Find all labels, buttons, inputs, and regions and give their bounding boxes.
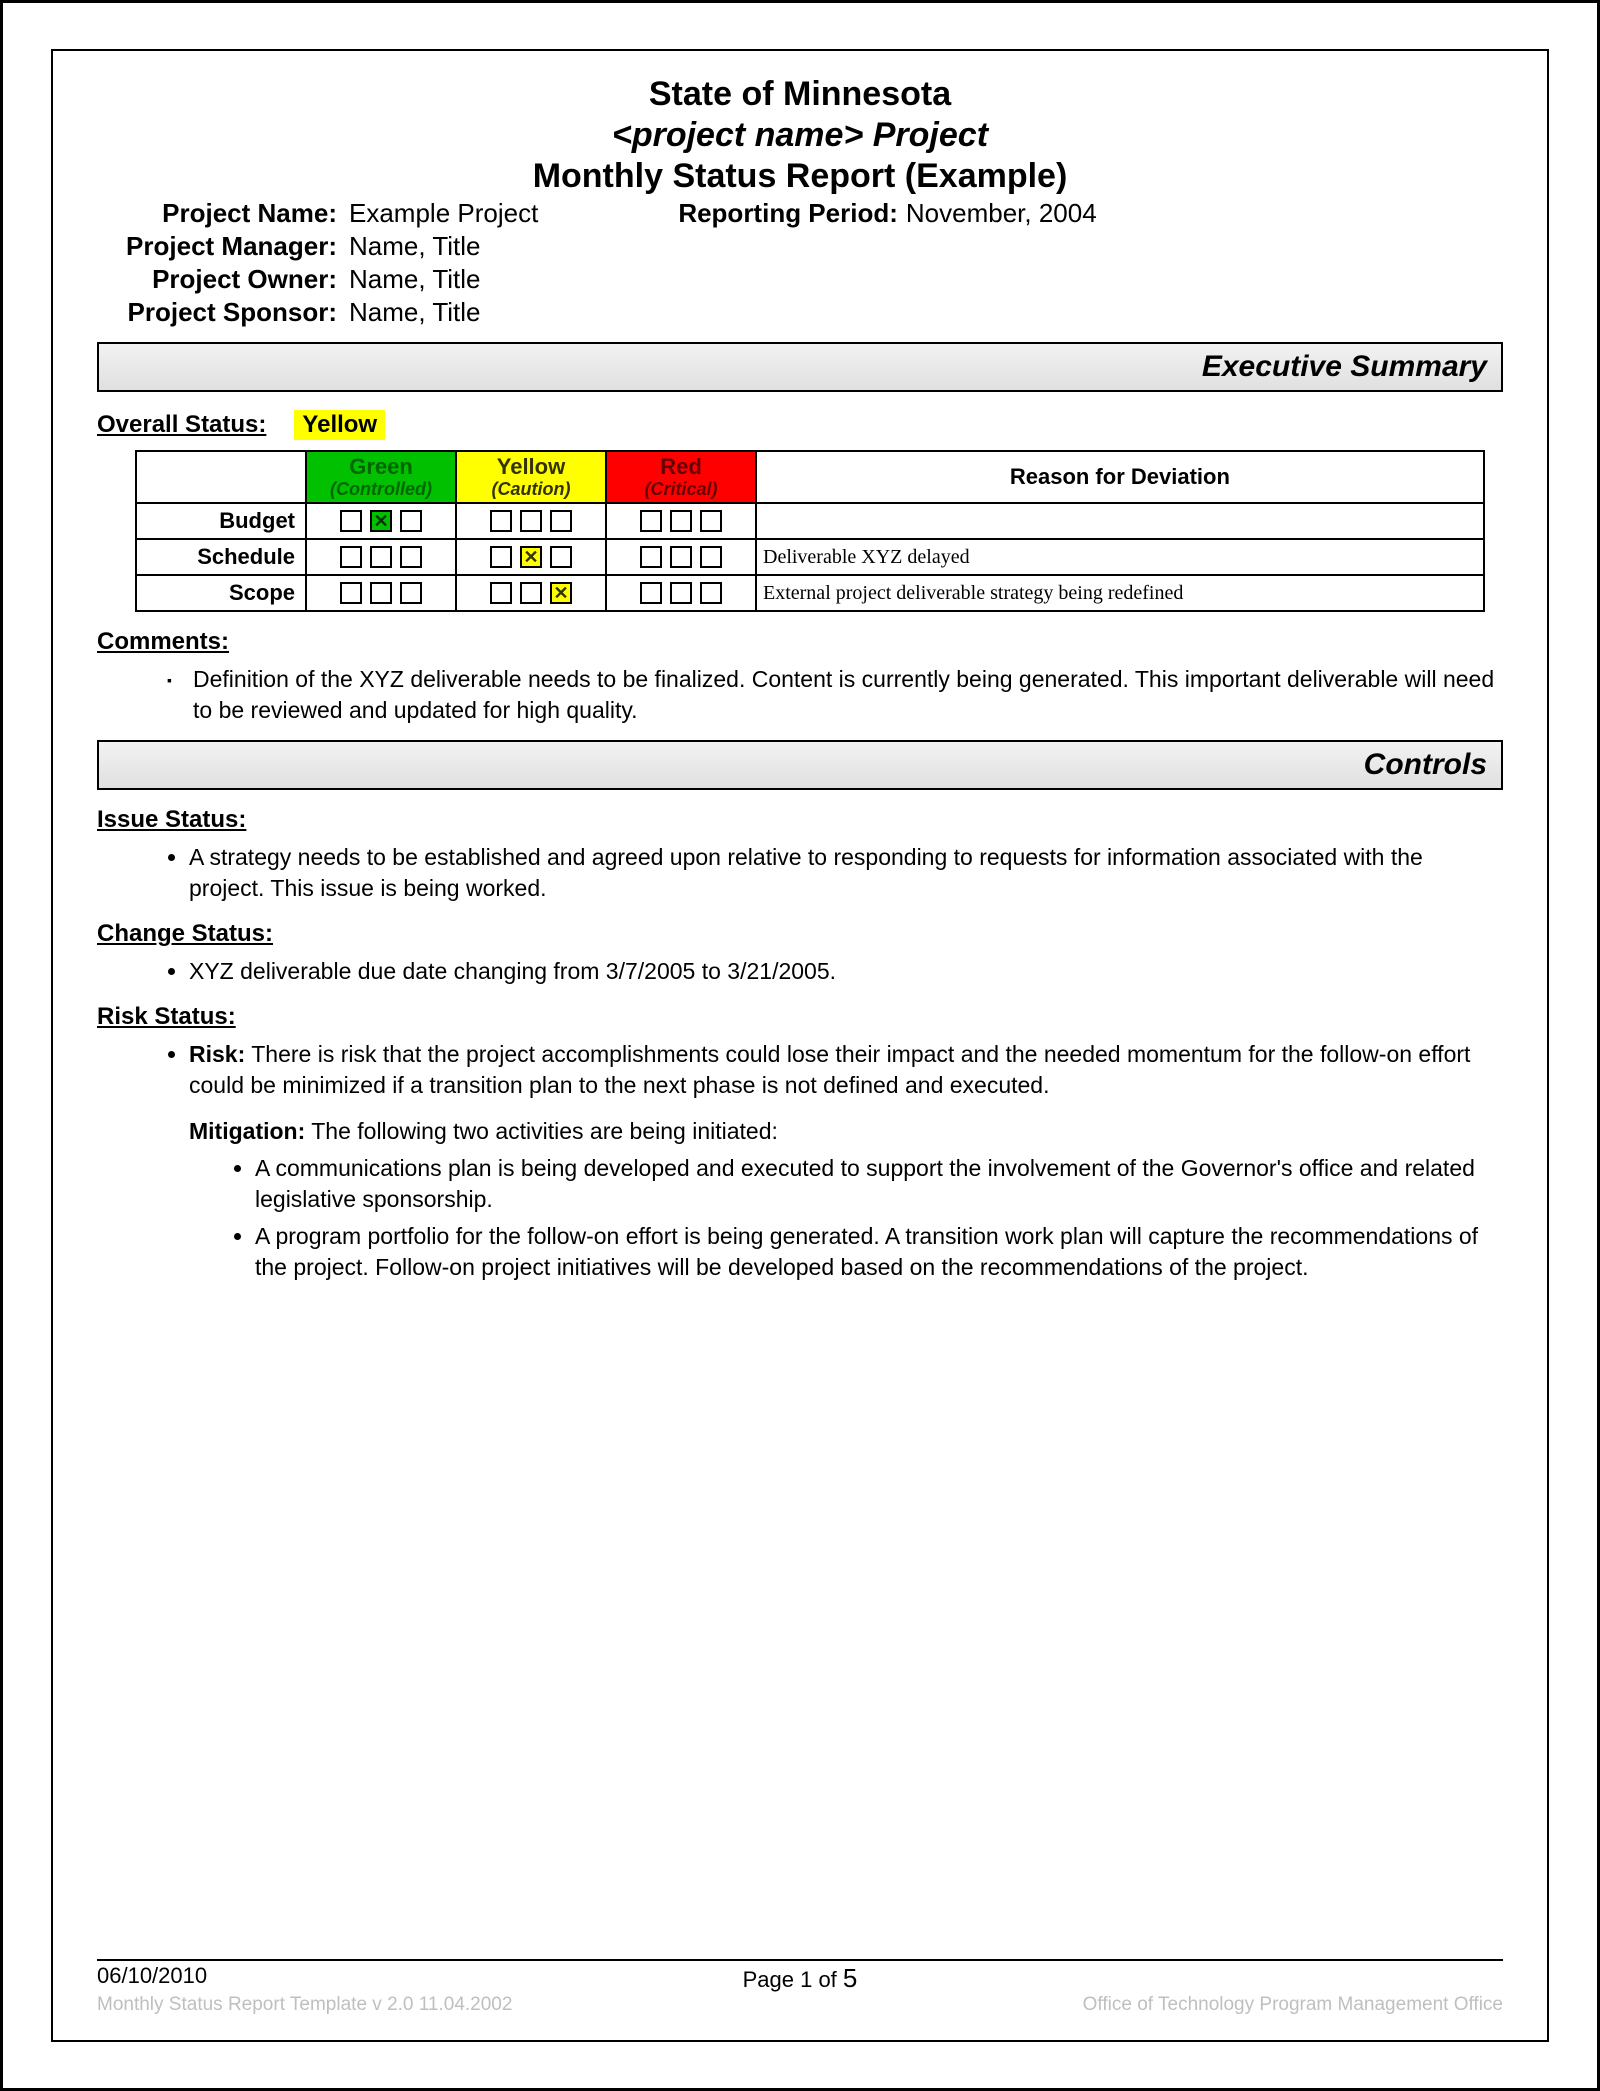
status-checkbox <box>400 582 422 604</box>
header-line-2: <project name> Project <box>97 116 1503 155</box>
status-checkbox <box>640 546 662 568</box>
mitigation-list: A communications plan is being developed… <box>233 1153 1503 1283</box>
status-row: Scope ✕ External project deliverable strat… <box>136 575 1484 611</box>
status-checkbox <box>370 546 392 568</box>
status-checkbox <box>490 546 512 568</box>
document-header: State of Minnesota <project name> Projec… <box>97 75 1503 196</box>
change-status-heading: Change Status: <box>97 920 1503 948</box>
status-checkbox <box>340 546 362 568</box>
footer-page-number: Page 1 of 5 <box>561 1963 1039 1994</box>
overall-status-row: Overall Status: Yellow <box>97 410 1503 440</box>
status-checkbox <box>670 546 692 568</box>
footer-template-line: Monthly Status Report Template v 2.0 11.… <box>97 1994 800 2016</box>
status-checkbox <box>400 510 422 532</box>
project-owner-label: Project Owner: <box>97 264 345 295</box>
status-row-label: Schedule <box>136 539 306 575</box>
status-reason: Deliverable XYZ delayed <box>756 539 1484 575</box>
status-checkbox <box>640 510 662 532</box>
overall-status-value: Yellow <box>294 410 385 440</box>
status-checkbox <box>670 582 692 604</box>
status-checkbox <box>340 510 362 532</box>
status-row-label: Scope <box>136 575 306 611</box>
status-checkbox <box>640 582 662 604</box>
status-reason <box>756 503 1484 539</box>
project-manager-label: Project Manager: <box>97 231 345 262</box>
section-controls: Controls <box>97 740 1503 790</box>
project-sponsor-value: Name, Title <box>345 297 481 328</box>
status-col-reason: Reason for Deviation <box>756 451 1484 503</box>
status-checkbox <box>520 510 542 532</box>
status-checkbox: ✕ <box>370 510 392 532</box>
status-checkbox <box>400 546 422 568</box>
status-checkbox <box>670 510 692 532</box>
reporting-period-label: Reporting Period: <box>678 198 906 229</box>
overall-status-label: Overall Status: <box>97 411 266 439</box>
project-name-label: Project Name: <box>97 198 345 229</box>
status-checkbox <box>490 510 512 532</box>
status-checkbox <box>520 582 542 604</box>
status-checkbox <box>340 582 362 604</box>
project-owner-value: Name, Title <box>345 264 481 295</box>
mitigation-item: A communications plan is being developed… <box>255 1153 1503 1215</box>
project-sponsor-label: Project Sponsor: <box>97 297 345 328</box>
status-checkbox <box>700 582 722 604</box>
status-checkbox <box>700 510 722 532</box>
page-outer-frame: State of Minnesota <project name> Projec… <box>0 0 1600 2091</box>
footer-office-line: Office of Technology Program Management … <box>800 1994 1503 2016</box>
risk-status-block: Risk: There is risk that the project acc… <box>167 1039 1503 1282</box>
header-line-3: Monthly Status Report (Example) <box>97 157 1503 196</box>
meta-row-project-manager: Project Manager: Name, Title <box>97 231 1503 262</box>
reporting-period-value: November, 2004 <box>906 198 1097 229</box>
status-checkbox <box>550 510 572 532</box>
header-line-1: State of Minnesota <box>97 75 1503 114</box>
status-col-green: Green (Controlled) <box>306 451 456 503</box>
change-status-list: XYZ deliverable due date changing from 3… <box>167 956 1503 987</box>
issue-status-list: A strategy needs to be established and a… <box>167 842 1503 904</box>
status-checkbox <box>700 546 722 568</box>
meta-row-project-owner: Project Owner: Name, Title <box>97 264 1503 295</box>
status-row-label: Budget <box>136 503 306 539</box>
comments-heading: Comments: <box>97 628 1503 656</box>
risk-status-heading: Risk Status: <box>97 1003 1503 1031</box>
project-name-value: Example Project <box>345 198 538 229</box>
risk-item: Risk: There is risk that the project acc… <box>189 1039 1503 1282</box>
status-checkbox: ✕ <box>520 546 542 568</box>
mitigation-item: A program portfolio for the follow-on ef… <box>255 1221 1503 1283</box>
status-reason: External project deliverable strategy be… <box>756 575 1484 611</box>
status-checkbox <box>490 582 512 604</box>
comment-item: Definition of the XYZ deliverable needs … <box>167 664 1503 726</box>
page-footer: 06/10/2010 Page 1 of 5 Monthly Status Re… <box>97 1959 1503 2016</box>
status-checkbox <box>550 546 572 568</box>
status-checkbox: ✕ <box>550 582 572 604</box>
mitigation-label: Mitigation: <box>189 1118 305 1144</box>
status-row: Budget ✕ <box>136 503 1484 539</box>
comments-list: Definition of the XYZ deliverable needs … <box>167 664 1503 726</box>
status-table: Green (Controlled) Yellow (Caution) Red … <box>135 450 1485 612</box>
project-manager-value: Name, Title <box>345 231 481 262</box>
risk-label: Risk: <box>189 1041 245 1067</box>
footer-date: 06/10/2010 <box>97 1963 561 1994</box>
issue-status-heading: Issue Status: <box>97 806 1503 834</box>
status-row: Schedule ✕ Deliverable XYZ delayed <box>136 539 1484 575</box>
status-table-corner <box>136 451 306 503</box>
meta-row-project-sponsor: Project Sponsor: Name, Title <box>97 297 1503 328</box>
mitigation-intro: The following two activities are being i… <box>311 1118 778 1144</box>
risk-text: There is risk that the project accomplis… <box>189 1041 1470 1098</box>
status-col-yellow: Yellow (Caution) <box>456 451 606 503</box>
meta-row-project-name: Project Name: Example Project Reporting … <box>97 198 1503 229</box>
page-inner-frame: State of Minnesota <project name> Projec… <box>51 49 1549 2042</box>
change-item: XYZ deliverable due date changing from 3… <box>189 956 1503 987</box>
status-col-red: Red (Critical) <box>606 451 756 503</box>
section-executive-summary: Executive Summary <box>97 342 1503 392</box>
issue-item: A strategy needs to be established and a… <box>189 842 1503 904</box>
status-checkbox <box>370 582 392 604</box>
